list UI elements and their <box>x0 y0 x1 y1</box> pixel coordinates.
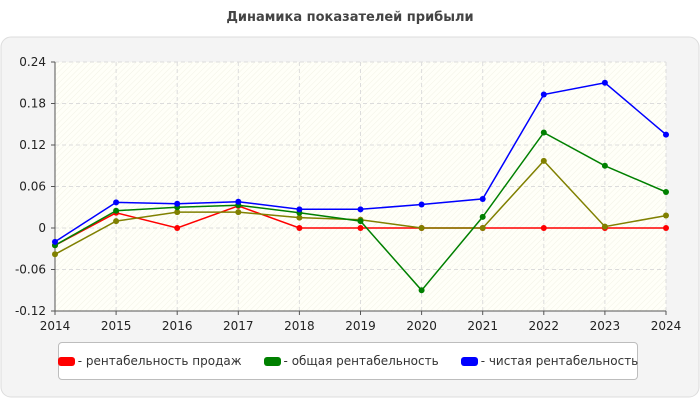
x-tick-label: 2023 <box>590 319 621 333</box>
data-point <box>113 199 120 206</box>
grid-lines <box>55 61 667 311</box>
data-point <box>540 91 547 98</box>
data-point <box>296 206 303 213</box>
x-tick-label: 2019 <box>345 319 376 333</box>
data-point <box>418 225 425 231</box>
x-tick-label: 2024 <box>651 319 682 333</box>
data-point <box>357 225 364 231</box>
legend-item: - чистая рентабельность <box>460 354 639 368</box>
data-point <box>418 201 425 208</box>
data-point <box>663 225 669 231</box>
x-tick-label: 2020 <box>406 319 437 333</box>
y-tick-label: 0 <box>38 221 46 235</box>
data-point <box>663 131 669 138</box>
x-tick-label: 2018 <box>284 319 315 333</box>
y-tick-label: 0.06 <box>19 180 46 194</box>
x-tick-label: 2021 <box>467 319 498 333</box>
legend-label: - рентабельность продаж <box>77 354 242 368</box>
data-point <box>52 238 58 245</box>
legend: - рентабельность продаж - общая рентабель… <box>57 342 639 380</box>
data-point <box>540 129 547 136</box>
legend-swatch <box>57 356 75 366</box>
data-point <box>479 195 486 202</box>
x-tick-label: 2016 <box>162 319 193 333</box>
data-point <box>357 206 364 213</box>
x-tick-label: 2017 <box>223 319 254 333</box>
legend-label: - чистая рентабельность <box>480 354 639 368</box>
y-tick-label: -0.12 <box>15 304 46 318</box>
data-point <box>601 162 608 169</box>
data-point <box>663 212 669 219</box>
legend-swatch <box>263 356 281 366</box>
legend-label: - общая рентабельность <box>283 354 439 368</box>
legend-item: - общая рентабельность <box>263 354 439 368</box>
data-point <box>174 200 181 207</box>
data-point <box>113 218 120 225</box>
data-point <box>663 189 669 196</box>
chart-title: Динамика показателей прибыли <box>226 10 474 25</box>
data-point <box>601 223 608 230</box>
data-point <box>174 225 181 231</box>
data-point <box>601 79 608 86</box>
data-point <box>235 198 242 205</box>
y-tick-label: 0.18 <box>19 97 46 111</box>
data-point <box>174 209 181 216</box>
legend-swatch <box>460 356 478 366</box>
series-lines <box>52 79 669 294</box>
legend-item: - рентабельность продаж <box>57 354 242 368</box>
data-point <box>113 207 120 214</box>
data-point <box>540 225 547 231</box>
data-point <box>235 209 242 216</box>
data-point <box>479 213 486 220</box>
x-tick-label: 2022 <box>529 319 560 333</box>
y-tick-label: 0.12 <box>19 138 46 152</box>
data-point <box>296 214 303 221</box>
data-point <box>540 157 547 164</box>
y-tick-label: -0.06 <box>15 263 46 277</box>
axes <box>51 61 667 315</box>
x-tick-label: 2014 <box>40 319 71 333</box>
series-3 <box>52 79 669 245</box>
tick-labels: -0.12 -0.06 0 0.06 0.12 0.18 0.24 2014 2015 2016 2… <box>15 55 681 333</box>
y-tick-label: 0.24 <box>19 55 46 69</box>
data-point <box>52 251 58 258</box>
data-point <box>479 225 486 231</box>
data-point <box>296 225 303 231</box>
x-tick-label: 2015 <box>101 319 132 333</box>
data-point <box>357 218 364 225</box>
data-point <box>418 287 425 294</box>
